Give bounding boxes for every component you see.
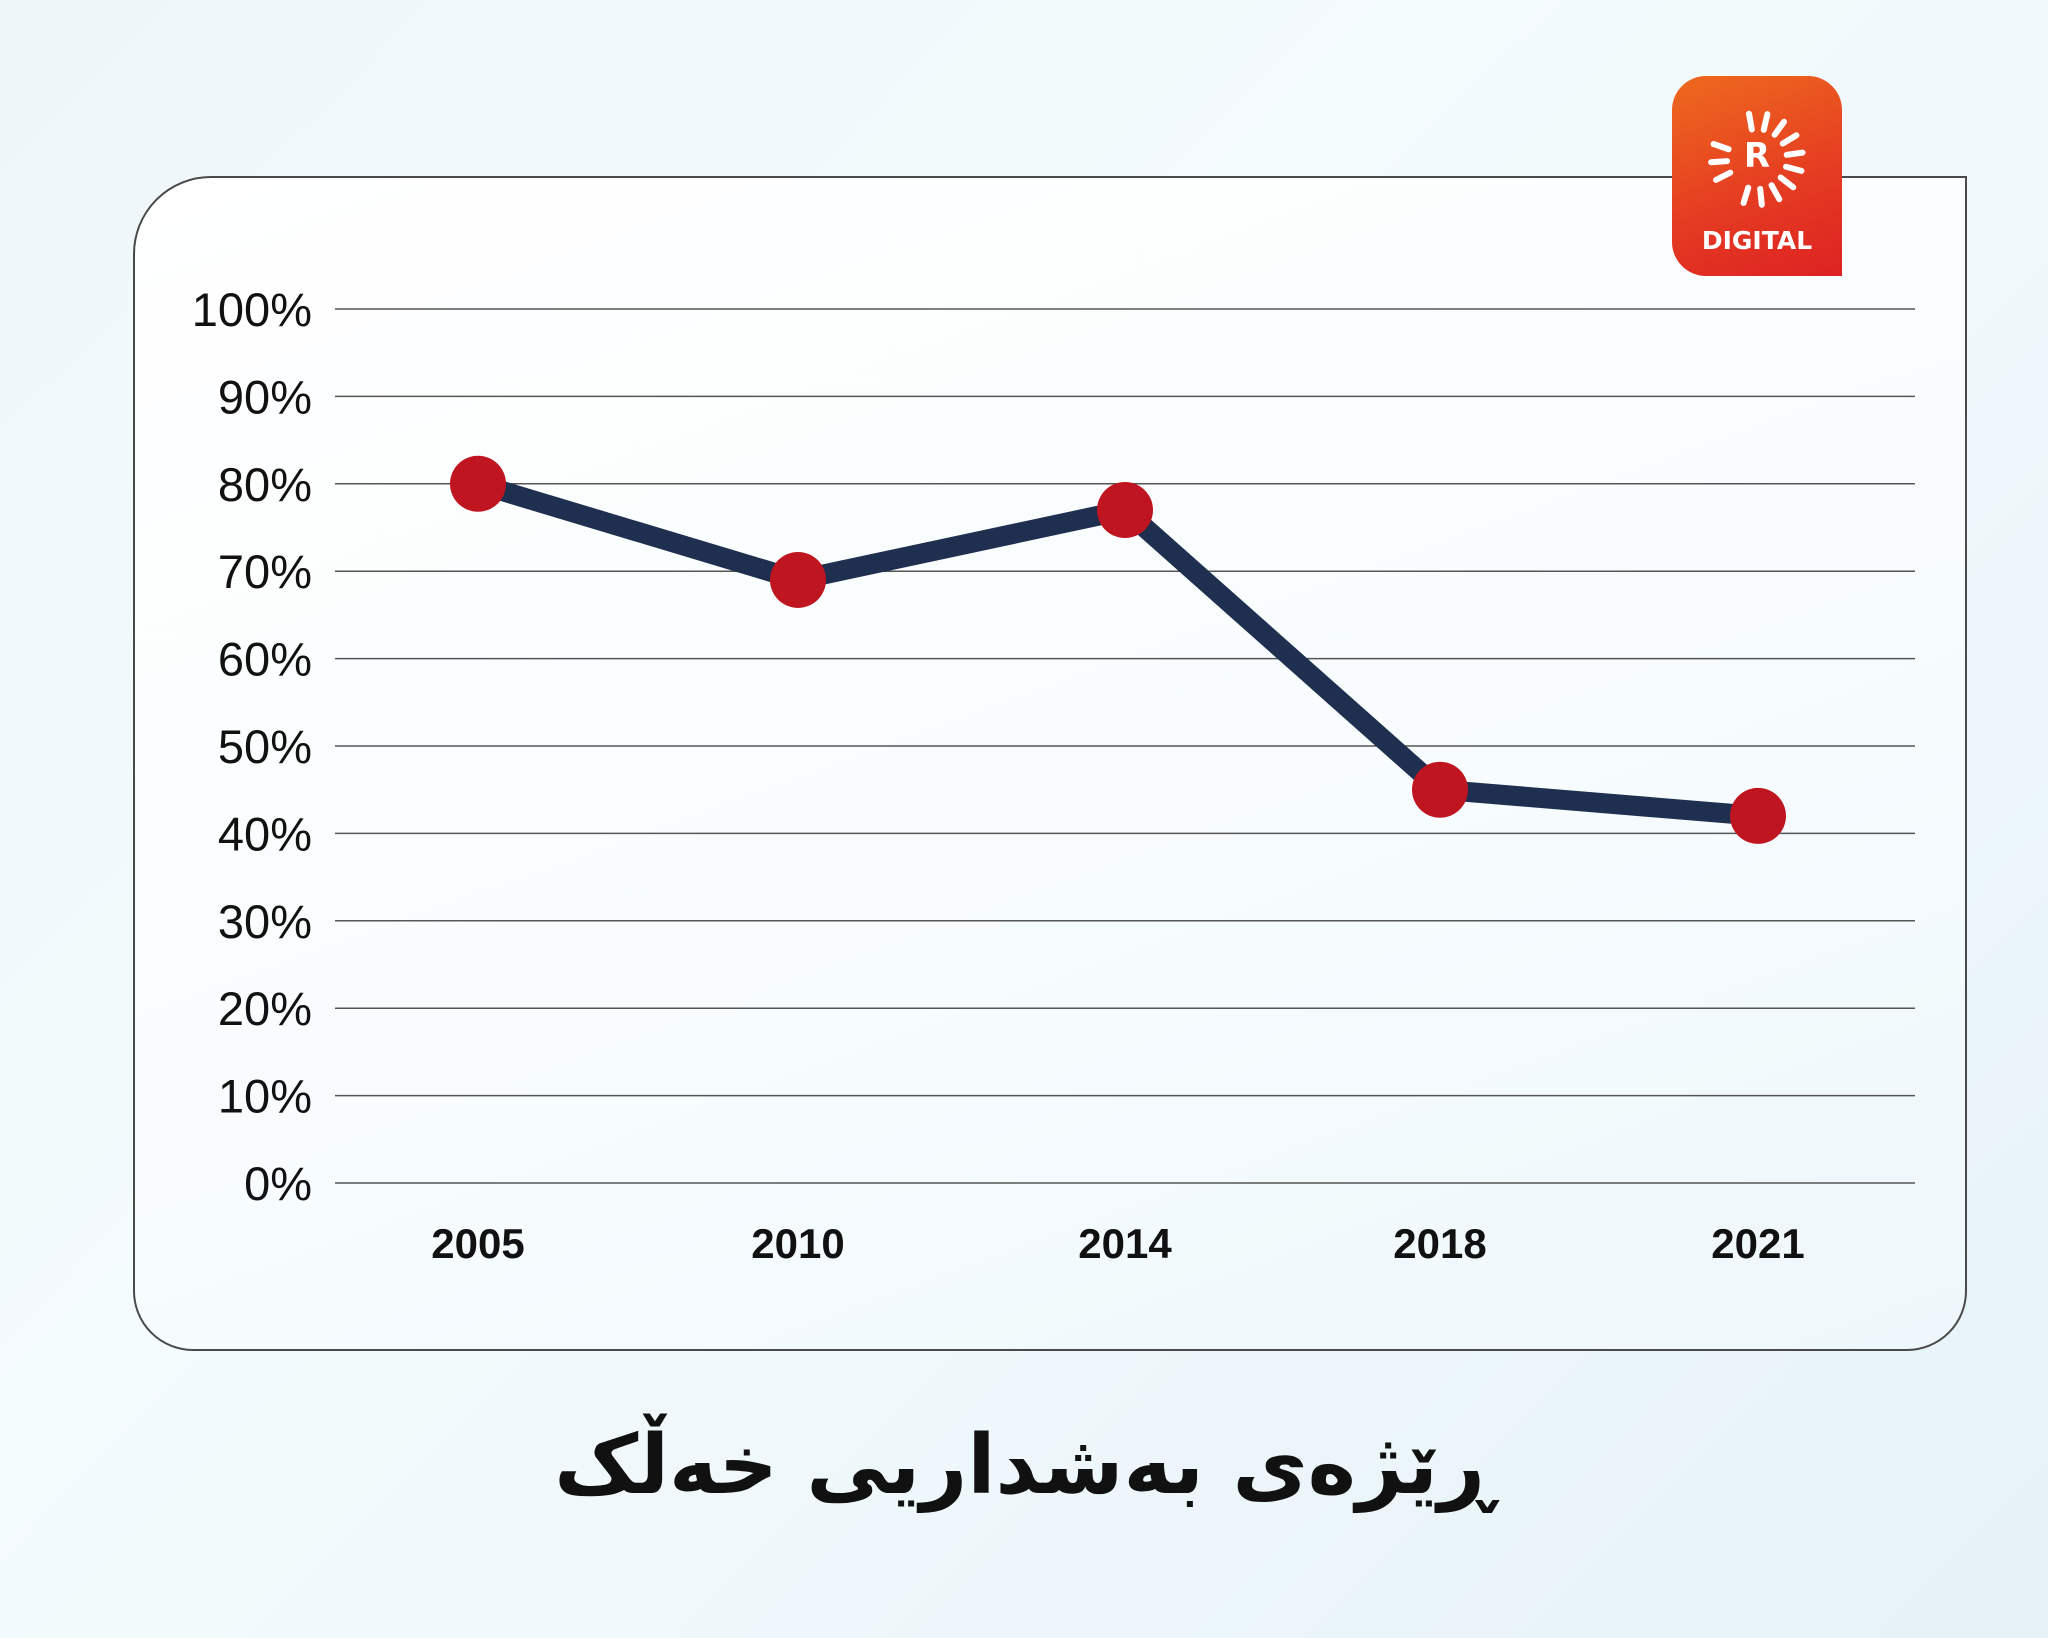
grid-lines [335,308,1915,1184]
x-tick-label: 2010 [751,1220,844,1267]
y-tick-label: 50% [218,720,312,773]
sunburst-ray [1740,184,1752,206]
sunburst-ray [1746,110,1755,133]
y-tick-label: 40% [218,807,312,860]
y-tick-label: 90% [218,370,312,423]
sunburst-ray [1783,149,1806,158]
sunburst-ray [1771,118,1788,138]
y-tick-label: 20% [218,982,312,1035]
data-point [1412,761,1468,818]
sunburst-ray [1710,141,1732,153]
y-tick-label: 60% [218,633,312,686]
chart-card [133,176,1967,1351]
data-point [450,455,506,512]
y-tick-label: 10% [218,1070,312,1123]
data-point [770,551,826,608]
x-tick-label: 2005 [431,1220,524,1267]
sunburst-ray [1757,185,1765,208]
x-tick-label: 2021 [1711,1220,1804,1267]
y-tick-label: 80% [218,458,312,511]
sunburst-ray [1779,132,1800,147]
data-points [450,455,1786,844]
sunburst-ray [1760,111,1771,133]
y-tick-label: 100% [192,283,312,336]
logo-letter: R [1743,136,1771,176]
x-axis-ticks: 2005 2010 2014 2018 2021 [431,1220,1804,1267]
y-tick-label: 30% [218,895,312,948]
x-tick-label: 2018 [1393,1220,1486,1267]
y-tick-label: 70% [218,545,312,598]
sunburst-ray [1708,158,1731,166]
data-point [1730,787,1786,844]
sunburst-ray [1777,174,1797,191]
data-point [1097,482,1153,539]
sunburst-icon [1708,110,1806,208]
rudaw-digital-logo: R DIGITAL [1672,76,1842,276]
chart-title: ڕێژەی بەشداریی خەڵک [554,1418,1494,1513]
logo-text: DIGITAL [1701,226,1813,255]
x-tick-label: 2014 [1078,1220,1172,1267]
y-tick-label: 0% [244,1157,312,1210]
sunburst-ray [1768,182,1783,203]
sunburst-ray [1782,163,1805,174]
sunburst-ray [1713,169,1734,183]
y-axis-ticks: 0% 10% 20% 30% 40% 50% 60% 70% 80% 90% 100% [192,283,312,1210]
